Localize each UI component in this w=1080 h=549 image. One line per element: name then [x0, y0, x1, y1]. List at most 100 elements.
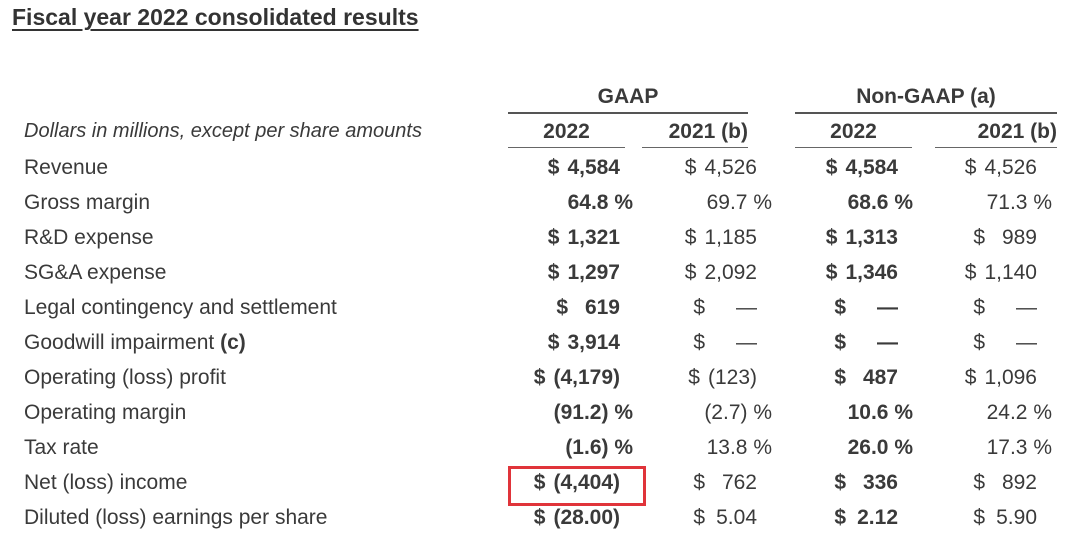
row-label: Gross margin [24, 185, 150, 220]
value-cell: $ (123) [688, 360, 757, 395]
currency-symbol: $ [533, 471, 546, 494]
value: 1,297 [567, 261, 620, 284]
row-label: Legal contingency and settlement [24, 290, 337, 325]
currency-symbol: $ [693, 506, 705, 529]
value-cell: 13.8 % [707, 430, 772, 465]
currency-symbol: $ [964, 366, 977, 389]
highlight-box [508, 466, 646, 506]
row-label: Operating margin [24, 395, 186, 430]
page-title: Fiscal year 2022 consolidated results [12, 4, 419, 30]
value-cell: $ — [973, 325, 1037, 360]
currency-symbol: $ [973, 226, 985, 249]
value: (1.6) % [565, 436, 633, 459]
currency-symbol: $ [834, 471, 846, 494]
currency-symbol: $ [693, 471, 705, 494]
row-label-text: SG&A expense [24, 261, 167, 284]
value: 2.12 [857, 506, 898, 529]
value: 487 [862, 366, 898, 389]
table-row: Diluted (loss) earnings per share $ (28.00… [0, 500, 1080, 535]
value: 892 [1001, 471, 1037, 494]
row-label-text: Legal contingency and settlement [24, 296, 337, 319]
value-cell: $ — [834, 290, 898, 325]
value: 2,092 [704, 261, 757, 284]
row-label: Goodwill impairment (c) [24, 325, 246, 360]
row-label-text: Operating (loss) profit [24, 366, 226, 389]
value-cell: $4,526 [685, 150, 757, 185]
value-cell: $ (4,179) [534, 360, 620, 395]
value: 1,346 [845, 261, 898, 284]
currency-symbol: $ [973, 296, 985, 319]
value-cell: 64.8 % [568, 185, 633, 220]
value-cell: 68.6 % [848, 185, 913, 220]
year-header-nongaap-2022: 2022 [795, 116, 912, 148]
value-cell: $892 [973, 465, 1037, 500]
value: 13.8 % [706, 436, 772, 459]
value: 71.3 % [986, 191, 1052, 214]
value: 4,526 [704, 156, 757, 179]
currency-symbol: $ [693, 296, 705, 319]
currency-symbol: $ [973, 331, 985, 354]
currency-symbol: $ [684, 226, 697, 249]
currency-symbol: $ [547, 331, 560, 354]
year-header-gaap-2022: 2022 [508, 116, 625, 148]
value-cell: $ (28.00) [534, 500, 620, 535]
value: 989 [1001, 226, 1037, 249]
value-cell: $336 [834, 465, 898, 500]
value-cell: $ (4,404) [534, 465, 620, 500]
value-cell: $1,346 [826, 255, 898, 290]
value-cell: $619 [556, 290, 620, 325]
year-header-gaap-2021: 2021 (b) [642, 116, 748, 148]
value-cell: $487 [834, 360, 898, 395]
value: 762 [721, 471, 757, 494]
currency-symbol: $ [556, 296, 568, 319]
value-cell: $3,914 [548, 325, 620, 360]
value: 1,321 [567, 226, 620, 249]
table-row: SG&A expense $1,297 $2,092 $1,346 $1,140 [0, 255, 1080, 290]
value-cell: $1,313 [826, 220, 898, 255]
value-cell: $1,185 [685, 220, 757, 255]
value: 69.7 % [706, 191, 772, 214]
row-label-text: Operating margin [24, 401, 187, 424]
non-gaap-header: Non-GAAP (a) [795, 82, 1057, 114]
row-label: R&D expense [24, 220, 154, 255]
value: 619 [584, 296, 620, 319]
table-row: Gross margin 64.8 % 69.7 % 68.6 % 71.3 % [0, 185, 1080, 220]
row-label-text: Tax rate [24, 436, 99, 459]
value: 1,096 [984, 366, 1037, 389]
value-cell: $762 [693, 465, 757, 500]
unit-label: Dollars in millions, except per share am… [24, 120, 422, 142]
value-cell: (2.7) % [704, 395, 772, 430]
value-cell: $5.90 [973, 500, 1037, 535]
value-cell: $2,092 [685, 255, 757, 290]
value: (28.00) [553, 506, 620, 529]
value-cell: (91.2) % [554, 395, 633, 430]
currency-symbol: $ [684, 261, 697, 284]
value: 336 [862, 471, 898, 494]
value: (91.2) % [553, 401, 633, 424]
footnote-ref: (c) [220, 331, 246, 354]
row-label-text: Net (loss) income [24, 471, 188, 494]
row-label-text: Diluted (loss) earnings per share [24, 506, 328, 529]
currency-symbol: $ [834, 296, 846, 319]
value-cell: $989 [973, 220, 1037, 255]
row-label-text: Gross margin [24, 191, 151, 214]
value-cell: $5.04 [693, 500, 757, 535]
currency-symbol: $ [533, 366, 546, 389]
value: 3,914 [567, 331, 620, 354]
row-label: Revenue [24, 150, 108, 185]
value: (4,179) [553, 366, 620, 389]
table-row: Revenue $4,584 $4,526 $4,584 $4,526 [0, 150, 1080, 185]
value-cell: 10.6 % [848, 395, 913, 430]
value: 5.90 [996, 506, 1037, 529]
value: 64.8 % [567, 191, 633, 214]
currency-symbol: $ [547, 156, 560, 179]
value-cell: 69.7 % [707, 185, 772, 220]
row-label: Net (loss) income [24, 465, 187, 500]
value: 1,185 [704, 226, 757, 249]
value: (123) [707, 366, 757, 389]
value: — [736, 331, 757, 354]
value: 1,140 [984, 261, 1037, 284]
value-cell: (1.6) % [565, 430, 633, 465]
table-row: Operating (loss) profit $ (4,179) $ (123) $48… [0, 360, 1080, 395]
currency-symbol: $ [693, 331, 705, 354]
